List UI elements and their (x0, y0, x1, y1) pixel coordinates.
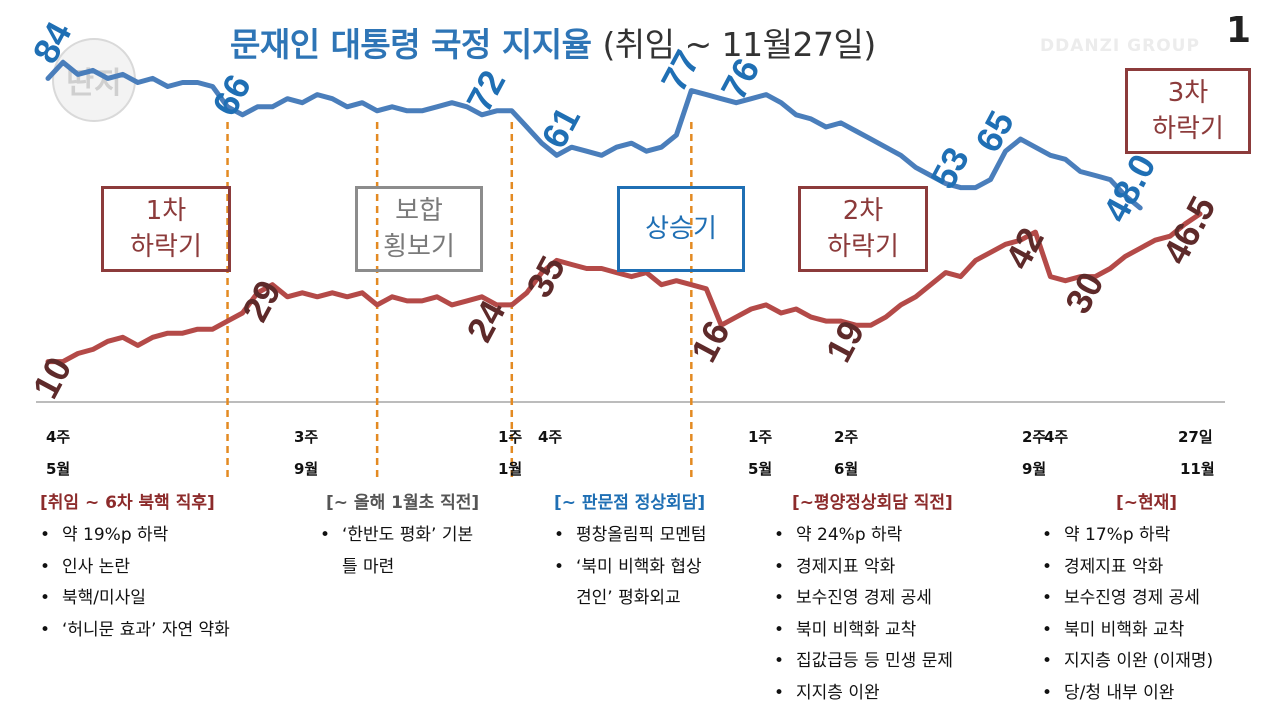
phase-box-down3: 3차 하락기 (1125, 68, 1251, 154)
slide-number: 1 (1226, 10, 1252, 51)
column-list-5: 약 17%p 하락 경제지표 악화 보수진영 경제 공세 북미 비핵화 교착 지… (1040, 520, 1213, 709)
list-item: 견인’ 평화외교 (576, 588, 681, 608)
approval-point-label-4: 77 (653, 43, 708, 98)
approval-point-label-3: 61 (533, 100, 588, 155)
disapproval-point-label-10: 29 (234, 274, 289, 329)
approval-point-label-7: 65 (967, 104, 1022, 159)
disapproval-point-label-17: 46.5 (1154, 190, 1223, 271)
tick-month-6: 9월 (1022, 460, 1047, 478)
list-item: 경제지표 악화 (1040, 552, 1213, 584)
list-item: 약 17%p 하락 (1040, 520, 1213, 552)
phase-box-down2: 2차 하락기 (798, 186, 928, 272)
list-item: ‘한반도 평화’ 기본 (318, 520, 473, 552)
tick-week-3: 4주 (538, 428, 563, 446)
tick-month-0: 5월 (46, 460, 71, 478)
tick-week-5: 2주 (834, 428, 859, 446)
column-heading-4: [~평양정상회담 직전] (792, 493, 953, 513)
tick-week-2: 1주 (498, 428, 523, 446)
list-item: 약 24%p 하락 (772, 520, 953, 552)
phase-box-up: 상승기 (617, 186, 745, 272)
tick-week-8: 27일 (1178, 428, 1213, 446)
list-item: ‘북미 비핵화 협상 (552, 552, 707, 584)
tick-month-5: 6월 (834, 460, 859, 478)
list-item: 평창올림픽 모멘텀 (552, 520, 707, 552)
list-item: 약 19%p 하락 (38, 520, 230, 552)
tick-week-0: 4주 (46, 428, 71, 446)
list-item: 집값급등 등 민생 문제 (772, 646, 953, 678)
list-item: 북핵/미사일 (38, 583, 230, 615)
list-item: 보수진영 경제 공세 (772, 583, 953, 615)
list-item: 당/청 내부 이완 (1040, 678, 1213, 710)
column-heading-3: [~ 판문점 정상회담] (554, 493, 706, 513)
disapproval-point-label-15: 42 (997, 221, 1052, 276)
phase-box-flat: 보합 횡보기 (355, 186, 483, 272)
approval-point-label-8: 48.0 (1095, 147, 1164, 228)
list-item: 인사 논란 (38, 552, 230, 584)
column-heading-5: [~현재] (1116, 493, 1178, 513)
column-heading-1: [취임 ~ 6차 북핵 직후] (40, 493, 215, 513)
disapproval-series-line (45, 211, 1203, 365)
list-item: ‘허니문 효과’ 자연 약화 (38, 615, 230, 647)
column-list-1: 약 19%p 하락 인사 논란 북핵/미사일 ‘허니문 효과’ 자연 약화 (38, 520, 230, 646)
list-item: 틀 마련 (342, 556, 395, 577)
column-list-2: ‘한반도 평화’ 기본 틀 마련 (318, 520, 473, 583)
list-item: 경제지표 악화 (772, 552, 953, 584)
tick-week-7: 4주 (1044, 428, 1069, 446)
watermark: DDANZI GROUP (1040, 36, 1200, 56)
approval-point-label-1: 66 (204, 68, 259, 123)
column-heading-2: [~ 올해 1월초 직전] (326, 493, 480, 513)
list-item: 북미 비핵화 교착 (772, 615, 953, 647)
tick-month-4: 5월 (748, 460, 773, 478)
tick-month-1: 9월 (294, 460, 319, 478)
phase-box-down1: 1차 하락기 (101, 186, 231, 272)
tick-week-6: 2주 (1022, 428, 1047, 446)
tick-week-4: 1주 (748, 428, 773, 446)
tick-month-8: 11월 (1180, 460, 1215, 478)
column-list-3: 평창올림픽 모멘텀 ‘북미 비핵화 협상 견인’ 평화외교 (552, 520, 707, 615)
list-item: 지지층 이완 (772, 678, 953, 710)
list-item: 북미 비핵화 교착 (1040, 615, 1213, 647)
list-item: 보수진영 경제 공세 (1040, 583, 1213, 615)
title-main: 문재인 대통령 국정 지지율 (230, 25, 592, 64)
tick-week-1: 3주 (294, 428, 319, 446)
title-sub: (취임 ~ 11월27일) (602, 25, 876, 64)
list-item: 지지층 이완 (이재명) (1040, 646, 1213, 678)
approval-point-label-0: 84 (24, 15, 79, 70)
column-list-4: 약 24%p 하락 경제지표 악화 보수진영 경제 공세 북미 비핵화 교착 집… (772, 520, 953, 709)
tick-month-2: 1월 (498, 460, 523, 478)
approval-series-line (45, 59, 1143, 211)
chart-title: 문재인 대통령 국정 지지율 (취임 ~ 11월27일) (230, 18, 876, 66)
logo: 딴지 (52, 38, 136, 122)
